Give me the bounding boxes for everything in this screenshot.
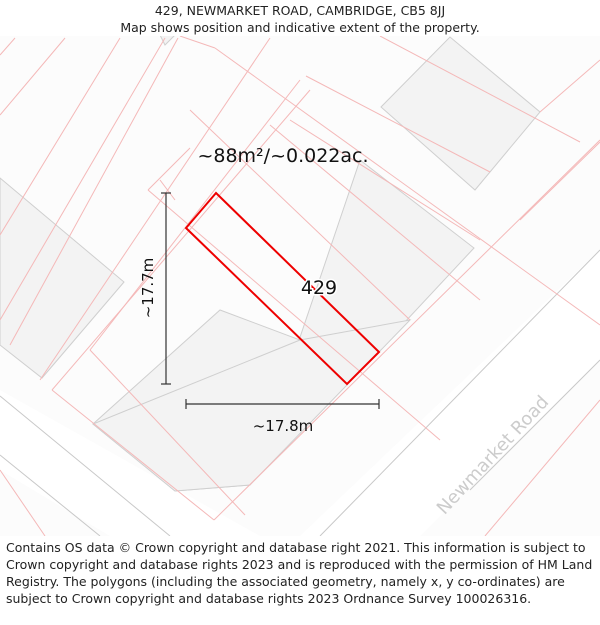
copyright-attribution: Contains OS data © Crown copyright and d… — [6, 540, 593, 606]
property-boundary[interactable] — [184, 191, 381, 386]
building — [92, 319, 412, 492]
map-subtitle: Map shows position and indicative extent… — [120, 20, 480, 35]
building — [0, 177, 125, 379]
height-measure-label: ~17.7m — [139, 258, 157, 319]
road-area-left — [0, 390, 260, 536]
property-number-label: 429 — [301, 277, 337, 299]
buildings — [0, 34, 541, 492]
area-label: ~88m²/~0.022ac. — [197, 145, 368, 167]
property-map[interactable]: ~88m²/~0.022ac. 429 ~17.7m ~17.8m Newmar… — [0, 34, 600, 537]
height-measure — [161, 192, 171, 385]
map-header: 429, NEWMARKET ROAD, CAMBRIDGE, CB5 8JJ … — [0, 0, 600, 38]
width-measure-label: ~17.8m — [253, 417, 314, 435]
property-address-title: 429, NEWMARKET ROAD, CAMBRIDGE, CB5 8JJ — [154, 3, 446, 18]
road-area — [300, 250, 600, 536]
road-edges — [0, 249, 600, 537]
width-measure — [185, 399, 380, 409]
parcel-lines — [0, 35, 600, 537]
